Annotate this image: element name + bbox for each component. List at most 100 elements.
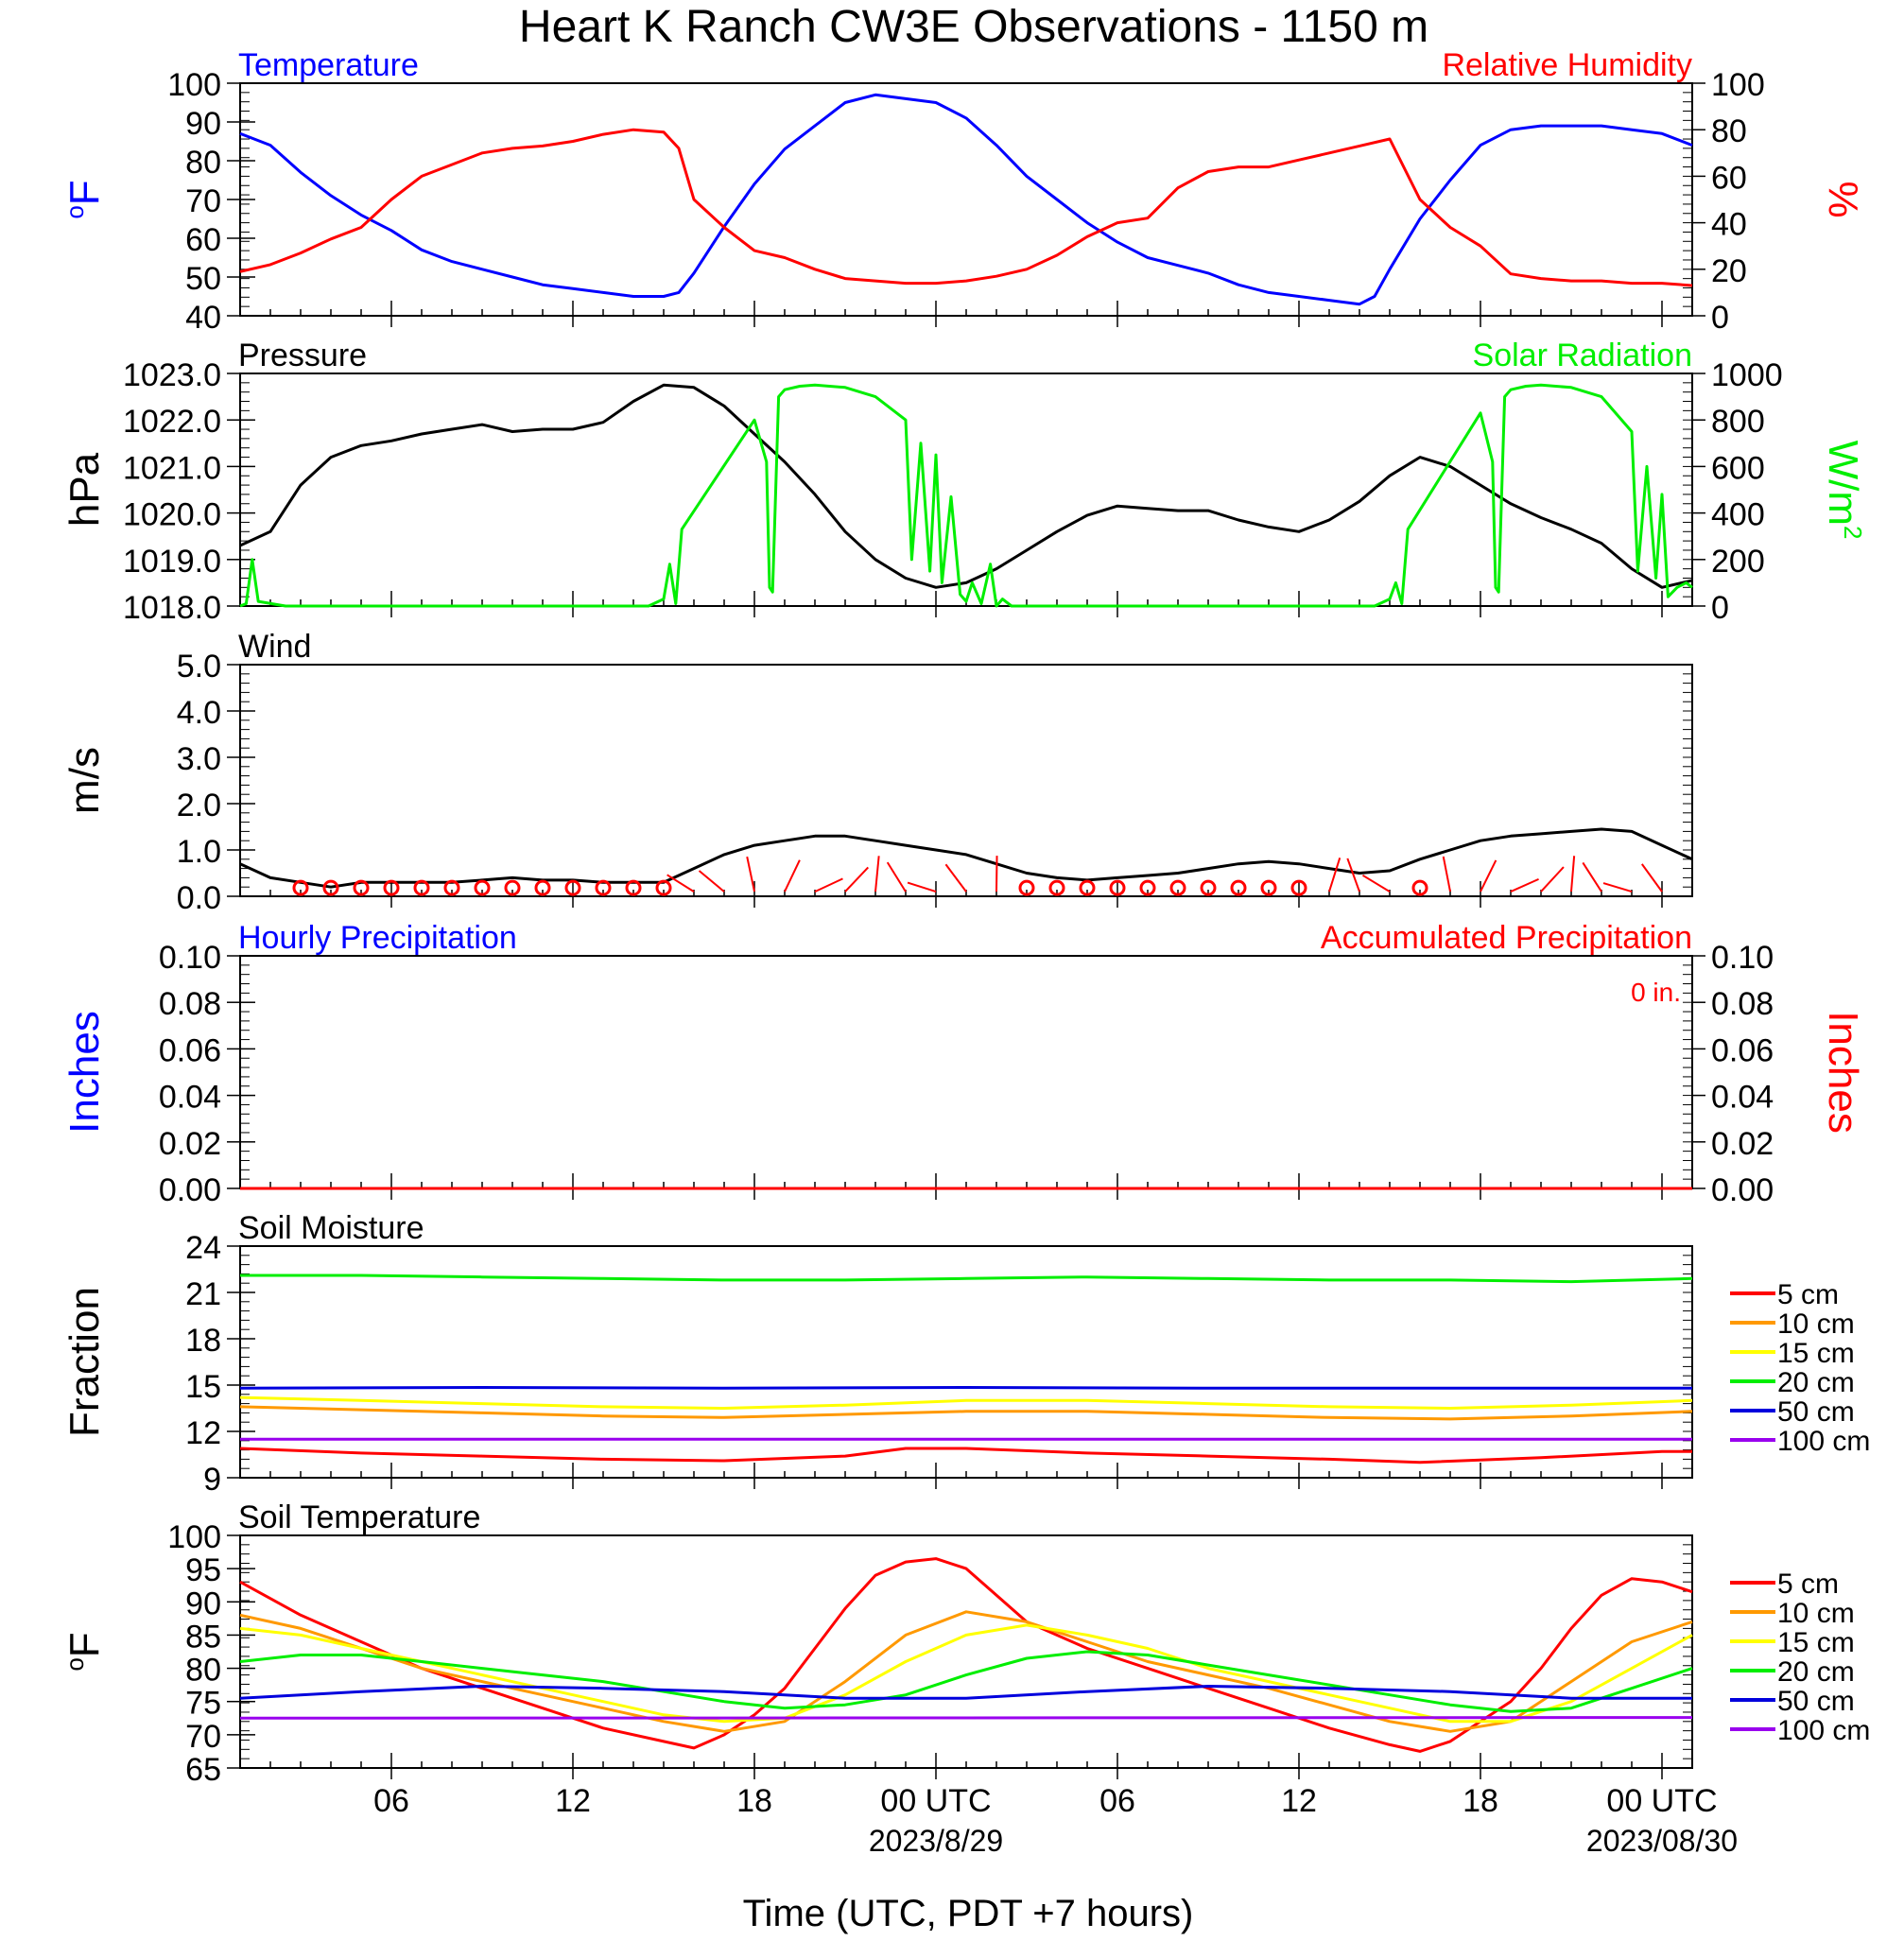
x-tick-label: 18: [1463, 1783, 1498, 1819]
legend-label: 20 cm: [1777, 1656, 1855, 1688]
wind-barb: [1346, 858, 1360, 893]
y-tick-label-left: 15: [185, 1369, 221, 1405]
legend-label: 50 cm: [1777, 1686, 1855, 1717]
y-tick-label-left: 80: [185, 1653, 221, 1689]
wind-barb: [995, 856, 998, 893]
y-tick-label-right: 0.06: [1711, 1032, 1774, 1068]
y-tick-label-left: 24: [185, 1230, 221, 1266]
legend-label: 15 cm: [1777, 1338, 1855, 1369]
wind-calm-marker: [564, 879, 581, 896]
y-tick-label-left: 90: [185, 1586, 221, 1621]
y-tick-label-right: 0.10: [1711, 940, 1774, 976]
wind-barb: [814, 877, 843, 893]
y-tick-label-left: 40: [185, 300, 221, 336]
y-tick-label-left: 70: [185, 1719, 221, 1755]
wind-calm-marker: [292, 879, 309, 896]
y-tick-label-left: 85: [185, 1619, 221, 1655]
y-tick-label-left: 2.0: [177, 788, 221, 823]
series-line-20-cm: [239, 1650, 1693, 1713]
series-line-relative-humidity: [239, 128, 1693, 287]
y-tick-label-left: 65: [185, 1752, 221, 1788]
y-tick-label-left: 60: [185, 222, 221, 258]
wind-barb: [698, 870, 725, 893]
panel-precipitation: 0.10 0.08 0.06 0.04 0.02 0.00 0.10 0.08 0.06 0.04…: [61, 920, 1866, 1208]
y-tick-label-left: 0.08: [159, 986, 221, 1022]
y-tick-label-left: 100: [167, 1519, 221, 1555]
wind-calm-marker: [1109, 879, 1126, 896]
y-axis-label-right: W/m2: [1820, 441, 1867, 540]
y-tick-label-right: 400: [1711, 497, 1765, 533]
y-tick-label-left: 18: [185, 1323, 221, 1359]
y-axis-label-left: Fraction: [61, 1287, 108, 1437]
y-tick-label-left: 12: [185, 1415, 221, 1451]
panel-frame: [239, 664, 1693, 897]
y-tick-label-left: 1021.0: [123, 450, 221, 486]
series-line-20-cm: [240, 1274, 1693, 1284]
y-axis-label-left: oF: [61, 1632, 108, 1671]
wind-barb: [1328, 857, 1341, 893]
legend-label: 5 cm: [1777, 1279, 1839, 1310]
wind-barb: [1540, 866, 1565, 893]
y-tick-label-left: 21: [185, 1276, 221, 1312]
x-tick-label: 00 UTC: [1606, 1783, 1717, 1819]
x-axis-label: Time (UTC, PDT +7 hours): [743, 1893, 1194, 1934]
y-tick-label-left: 1.0: [177, 834, 221, 870]
y-tick-label-left: 0.06: [159, 1032, 221, 1068]
wind-barb: [746, 856, 755, 893]
wind-barb: [1582, 861, 1602, 893]
y-tick-label-left: 70: [185, 183, 221, 219]
x-tick-label: 06: [373, 1783, 409, 1819]
wind-calm-marker: [1139, 879, 1156, 896]
wind-calm-marker: [413, 879, 430, 896]
panel-title-left: Wind: [238, 629, 311, 665]
legend-label: 10 cm: [1777, 1598, 1855, 1629]
y-axis-label-right: Inches: [1820, 1011, 1866, 1134]
panel-title-right: Accumulated Precipitation: [1321, 920, 1692, 956]
legend-label: 10 cm: [1777, 1308, 1855, 1340]
series-line-5-cm: [239, 1447, 1692, 1464]
wind-barb: [1361, 874, 1391, 893]
chart-title: Heart K Ranch CW3E Observations - 1150 m: [519, 2, 1428, 52]
y-tick-label-left: 3.0: [177, 741, 221, 777]
y-tick-label-right: 20: [1711, 253, 1747, 289]
y-tick-label-right: 0.00: [1711, 1172, 1774, 1208]
panel-wind: 5.0 4.0 3.0 2.0 1.0 0.0 Wind m/s: [61, 629, 1693, 916]
wind-calm-marker: [1411, 879, 1428, 896]
series-line-15-cm: [239, 1395, 1693, 1410]
wind-calm-marker: [1018, 879, 1035, 896]
wind-calm-marker: [655, 879, 672, 896]
legend-label: 5 cm: [1777, 1568, 1839, 1600]
panel-title-left: Pressure: [238, 338, 367, 373]
y-axis-label-left: Inches: [61, 1011, 108, 1134]
panel-frame: [239, 955, 1693, 1189]
series-line-100-cm: [239, 1716, 1693, 1720]
y-tick-label-left: 0.04: [159, 1080, 221, 1116]
series-line-solar-radiation: [239, 383, 1693, 608]
wind-calm-marker: [1230, 879, 1247, 896]
wind-calm-marker: [1048, 879, 1065, 896]
x-tick-label: 00 UTC: [880, 1783, 991, 1819]
wind-barb: [1570, 856, 1576, 893]
wind-calm-marker: [383, 879, 400, 896]
wind-calm-marker: [1169, 879, 1186, 896]
y-tick-label-left: 9: [203, 1462, 221, 1498]
wind-calm-marker: [353, 879, 370, 896]
legend-label: 50 cm: [1777, 1396, 1855, 1428]
y-tick-label-left: 0.00: [159, 1172, 221, 1208]
y-tick-label-right: 200: [1711, 544, 1765, 580]
panel-frame: [239, 373, 1693, 607]
legend-label: 20 cm: [1777, 1367, 1855, 1398]
wind-calm-marker: [534, 879, 551, 896]
wind-calm-marker: [1079, 879, 1096, 896]
wind-calm-marker: [625, 879, 642, 896]
legend-label: 15 cm: [1777, 1627, 1855, 1658]
accumulated-total-label: 0 in.: [1631, 978, 1681, 1007]
y-tick-label-left: 50: [185, 261, 221, 297]
wind-barb: [886, 861, 907, 893]
series-line-10-cm: [239, 1405, 1693, 1421]
y-tick-label-right: 600: [1711, 450, 1765, 486]
x-axis: Time (UTC, PDT +7 hours) 06 12 18 00 UTC 06 1…: [373, 1783, 1738, 1934]
